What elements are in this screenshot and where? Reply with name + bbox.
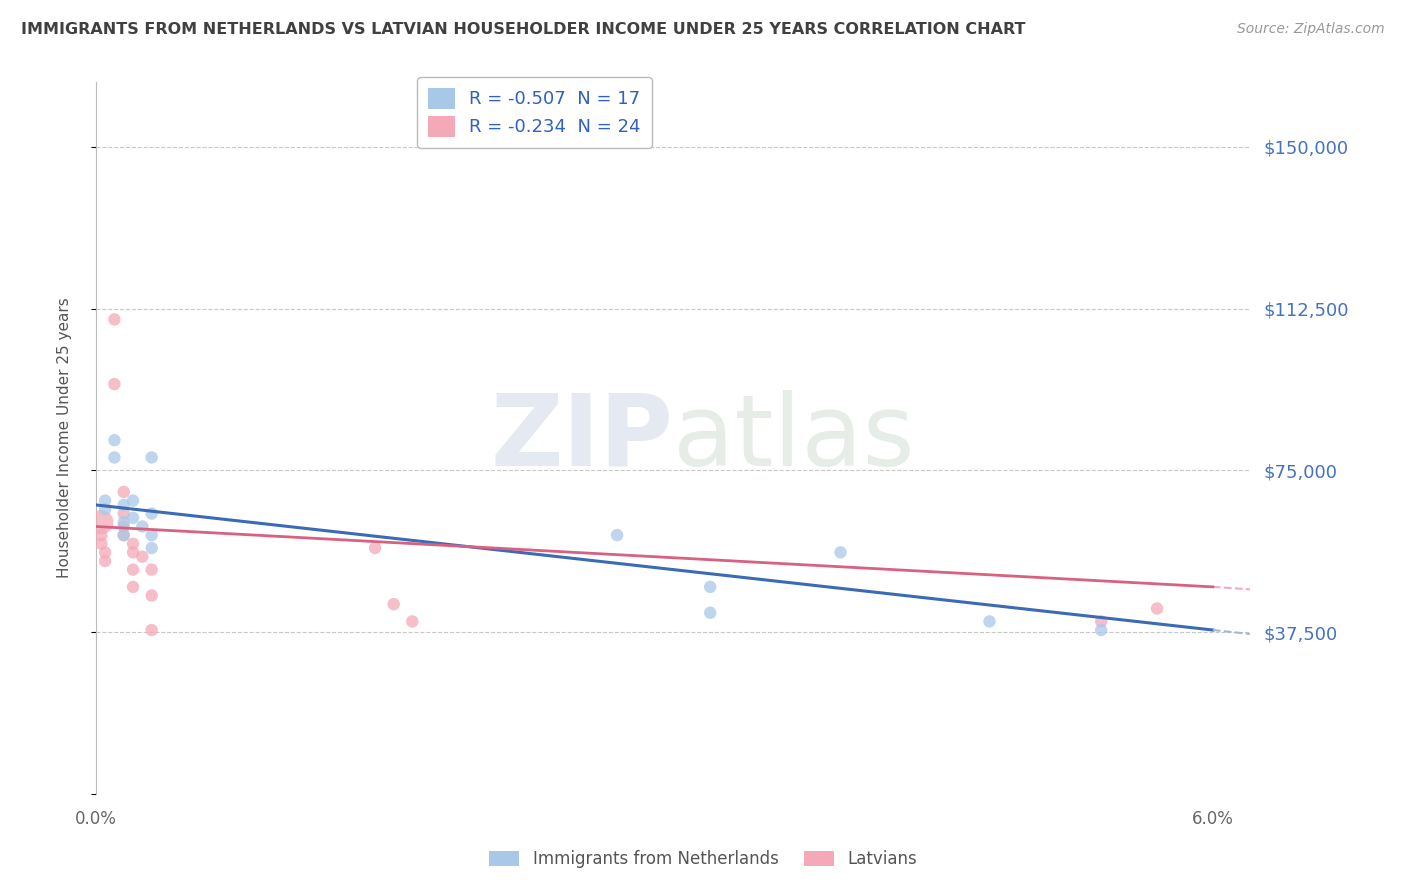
Point (122, 563, 145, 577)
Point (1090, 615, 1112, 629)
Point (141, 623, 163, 637)
Point (122, 580, 145, 594)
Point (131, 549, 153, 564)
Point (141, 528, 163, 542)
Point (606, 528, 628, 542)
Point (112, 528, 135, 542)
Legend: Immigrants from Netherlands, Latvians: Immigrants from Netherlands, Latvians (482, 844, 924, 875)
Point (90, 528, 112, 542)
Point (1146, 601, 1168, 615)
Point (141, 563, 163, 577)
Point (90, 515, 112, 529)
Point (401, 615, 423, 629)
Point (112, 507, 135, 521)
Point (131, 519, 153, 533)
Text: Source: ZipAtlas.com: Source: ZipAtlas.com (1237, 22, 1385, 37)
Text: IMMIGRANTS FROM NETHERLANDS VS LATVIAN HOUSEHOLDER INCOME UNDER 25 YEARS CORRELA: IMMIGRANTS FROM NETHERLANDS VS LATVIAN H… (21, 22, 1025, 37)
Point (141, 507, 163, 521)
Point (103, 312, 125, 326)
Point (382, 597, 405, 611)
Text: ZIP: ZIP (491, 390, 673, 486)
Point (141, 450, 163, 465)
Point (830, 545, 852, 559)
Point (1090, 623, 1112, 637)
Point (122, 511, 145, 525)
Point (699, 606, 721, 620)
Point (112, 528, 135, 542)
Point (112, 485, 135, 500)
Point (122, 537, 145, 551)
Point (94, 554, 117, 568)
Point (94, 493, 117, 508)
Point (90, 537, 112, 551)
Point (103, 450, 125, 465)
Y-axis label: Householder Income Under 25 years: Householder Income Under 25 years (58, 298, 72, 578)
Legend: R = -0.507  N = 17, R = -0.234  N = 24: R = -0.507 N = 17, R = -0.234 N = 24 (418, 77, 652, 147)
Point (699, 580, 721, 594)
Text: atlas: atlas (673, 390, 914, 486)
Point (112, 519, 135, 533)
Point (122, 545, 145, 559)
Point (112, 498, 135, 512)
Point (979, 615, 1001, 629)
Point (103, 434, 125, 448)
Point (122, 493, 145, 508)
Point (364, 541, 387, 555)
Point (112, 515, 135, 529)
Point (94, 545, 117, 559)
Point (141, 589, 163, 603)
Point (141, 541, 163, 555)
Point (103, 377, 125, 392)
Point (94, 502, 117, 516)
